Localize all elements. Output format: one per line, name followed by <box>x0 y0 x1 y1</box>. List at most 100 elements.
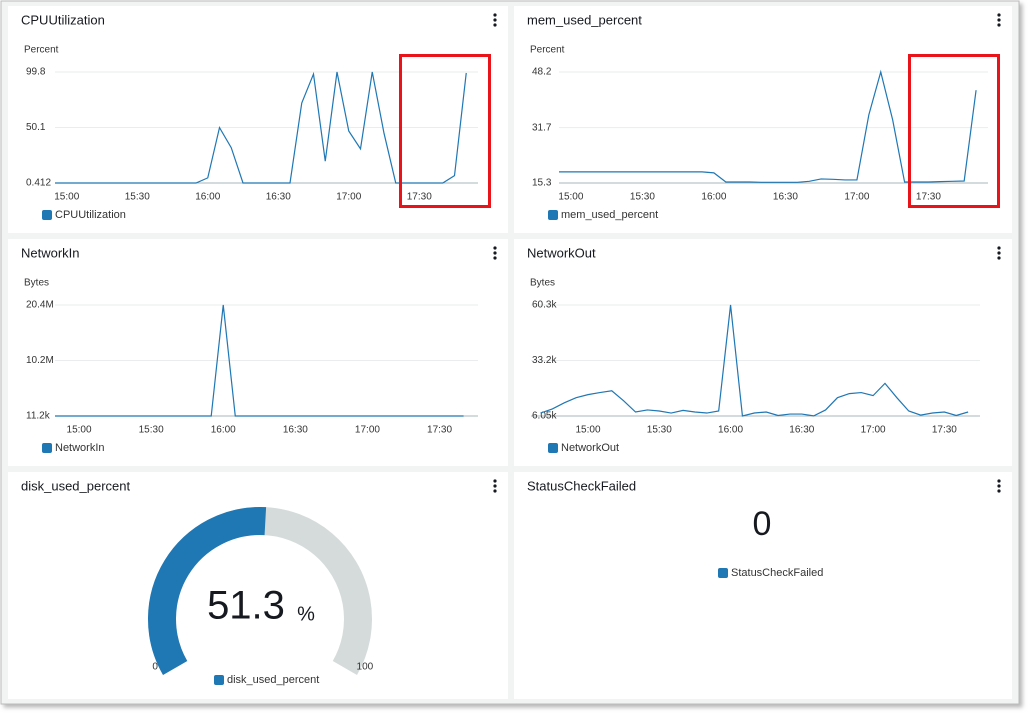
menu-dot <box>493 484 497 488</box>
widget-panel <box>514 472 1012 699</box>
x-tick-label: 15:30 <box>139 425 164 436</box>
x-tick-label: 17:30 <box>427 425 452 436</box>
widget-panel <box>514 6 1012 233</box>
widget-title: NetworkIn <box>21 245 80 260</box>
x-tick-label: 15:30 <box>647 425 672 436</box>
metric-value: 0 <box>753 505 772 543</box>
menu-dot <box>997 251 1001 255</box>
gauge-value-label: 51.3 <box>207 584 285 628</box>
y-axis-label: Bytes <box>24 278 49 289</box>
x-tick-label: 17:00 <box>844 192 869 203</box>
x-tick-label: 15:30 <box>125 192 150 203</box>
widget: mem_used_percent Percent 15.3 31.7 48.2 15:00… <box>514 6 1012 233</box>
x-tick-label: 17:30 <box>407 192 432 203</box>
menu-dot <box>493 251 497 255</box>
y-tick-label: 50.1 <box>26 122 46 133</box>
x-tick-label: 17:30 <box>932 425 957 436</box>
x-tick-label: 17:00 <box>861 425 886 436</box>
data-line <box>55 71 467 184</box>
menu-dot <box>493 489 497 493</box>
y-tick-label: 48.2 <box>532 67 552 78</box>
widget: disk_used_percent 51.3 % 0 100 disk_used_perc… <box>8 472 508 699</box>
data-line <box>540 304 969 417</box>
x-tick-label: 16:30 <box>773 192 798 203</box>
menu-icon[interactable] <box>997 13 1001 27</box>
y-axis-label: Percent <box>24 45 59 56</box>
legend-label: disk_used_percent <box>227 674 319 686</box>
y-tick-label: 10.2M <box>26 355 54 366</box>
widget: CPUUtilization Percent 0.412 50.1 99.8 15:00 1… <box>8 6 508 233</box>
menu-dot <box>997 18 1001 22</box>
y-tick-label: 20.4M <box>26 300 54 311</box>
widget-panel <box>514 239 1012 466</box>
x-tick-label: 15:00 <box>576 425 601 436</box>
legend-swatch <box>42 210 52 220</box>
widget: NetworkIn Bytes 11.2k 10.2M 20.4M 15:00 15:30 1… <box>8 239 508 466</box>
menu-dot <box>997 13 1001 17</box>
menu-icon[interactable] <box>493 246 497 260</box>
y-tick-label: 33.2k <box>532 355 557 366</box>
x-tick-label: 16:00 <box>718 425 743 436</box>
menu-icon[interactable] <box>997 479 1001 493</box>
menu-dot <box>493 256 497 260</box>
menu-icon[interactable] <box>493 13 497 27</box>
x-tick-label: 15:00 <box>54 192 79 203</box>
data-line <box>559 69 977 183</box>
legend-swatch <box>548 443 558 453</box>
widget: StatusCheckFailed 0 StatusCheckFailed <box>514 472 1012 699</box>
gauge-value <box>148 507 267 675</box>
x-tick-label: 16:30 <box>266 192 291 203</box>
legend-label: mem_used_percent <box>561 209 658 221</box>
legend-label: NetworkOut <box>561 442 619 454</box>
menu-icon[interactable] <box>997 246 1001 260</box>
x-tick-label: 15:00 <box>558 192 583 203</box>
menu-dot <box>997 246 1001 250</box>
highlight-box <box>399 54 491 208</box>
legend-swatch <box>214 675 224 685</box>
y-tick-label: 0.412 <box>26 178 51 189</box>
x-tick-label: 16:30 <box>789 425 814 436</box>
y-tick-label: 99.8 <box>26 67 46 78</box>
menu-dot <box>997 489 1001 493</box>
x-tick-label: 17:00 <box>336 192 361 203</box>
legend-label: StatusCheckFailed <box>731 567 823 579</box>
gauge-unit: % <box>297 603 315 625</box>
x-tick-label: 16:00 <box>195 192 220 203</box>
widget-title: CPUUtilization <box>21 12 105 27</box>
widget-title: NetworkOut <box>527 245 596 260</box>
widget-title: mem_used_percent <box>527 12 642 27</box>
legend-swatch <box>42 443 52 453</box>
menu-dot <box>997 484 1001 488</box>
menu-dot <box>997 256 1001 260</box>
menu-dot <box>493 479 497 483</box>
widget-title: StatusCheckFailed <box>527 478 636 493</box>
y-tick-label: 6.05k <box>532 411 557 422</box>
legend-label: CPUUtilization <box>55 209 126 221</box>
menu-dot <box>997 23 1001 27</box>
data-line <box>55 304 464 417</box>
menu-dot <box>493 246 497 250</box>
y-tick-label: 15.3 <box>532 178 552 189</box>
y-tick-label: 11.2k <box>26 411 51 422</box>
menu-dot <box>493 18 497 22</box>
x-tick-label: 16:30 <box>283 425 308 436</box>
legend-label: NetworkIn <box>55 442 105 454</box>
y-axis-label: Bytes <box>530 278 555 289</box>
x-tick-label: 17:00 <box>355 425 380 436</box>
legend-swatch <box>548 210 558 220</box>
highlights <box>399 54 1000 208</box>
menu-dot <box>493 23 497 27</box>
y-tick-label: 31.7 <box>532 122 552 133</box>
x-tick-label: 15:00 <box>67 425 92 436</box>
widget-panel <box>8 239 508 466</box>
widget-title: disk_used_percent <box>21 478 131 493</box>
widget: NetworkOut Bytes 6.05k 33.2k 60.3k 15:00 15:30… <box>514 239 1012 466</box>
menu-icon[interactable] <box>493 479 497 493</box>
x-tick-label: 17:30 <box>916 192 941 203</box>
gauge-range-label: 0 <box>152 662 158 673</box>
highlight-box <box>908 54 1000 208</box>
menu-dot <box>997 479 1001 483</box>
x-tick-label: 16:00 <box>701 192 726 203</box>
